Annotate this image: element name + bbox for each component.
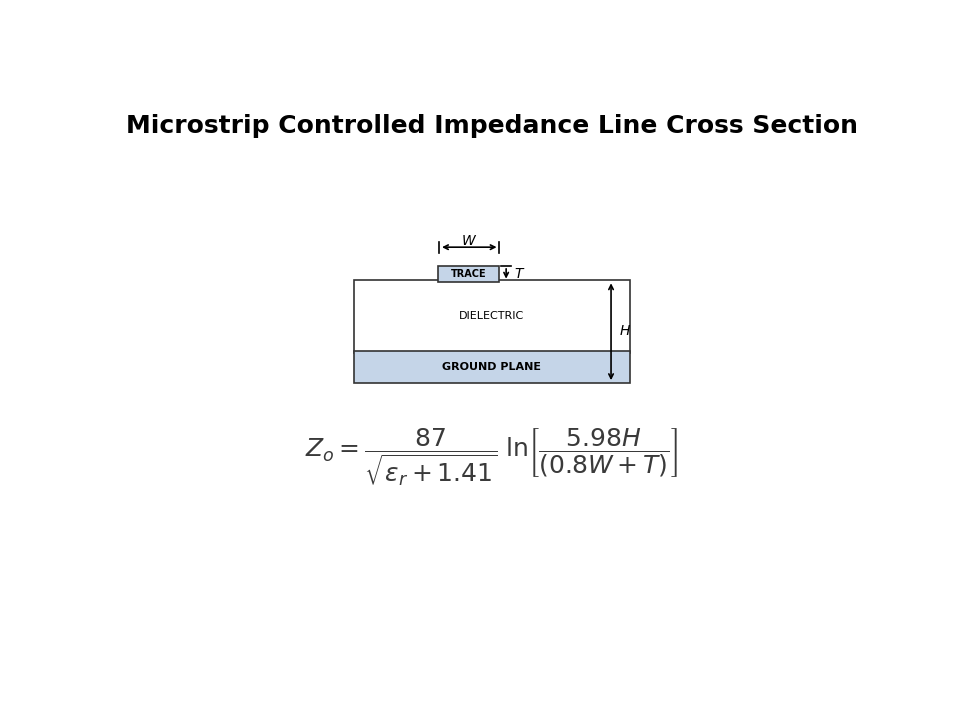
Text: DIELECTRIC: DIELECTRIC bbox=[460, 312, 524, 321]
Text: T: T bbox=[515, 267, 523, 281]
Text: H: H bbox=[619, 325, 630, 338]
Bar bbox=[439, 266, 499, 282]
Text: W: W bbox=[462, 233, 476, 248]
Text: TRACE: TRACE bbox=[451, 269, 487, 279]
Text: $Z_o = \dfrac{87}{\sqrt{\varepsilon_r + 1.41}}\;\ln\!\left[\dfrac{5.98H}{(0.8W +: $Z_o = \dfrac{87}{\sqrt{\varepsilon_r + … bbox=[305, 427, 679, 489]
Bar bbox=[354, 351, 630, 383]
Text: Microstrip Controlled Impedance Line Cross Section: Microstrip Controlled Impedance Line Cro… bbox=[126, 114, 858, 138]
Bar bbox=[354, 280, 630, 353]
Text: GROUND PLANE: GROUND PLANE bbox=[443, 362, 541, 372]
